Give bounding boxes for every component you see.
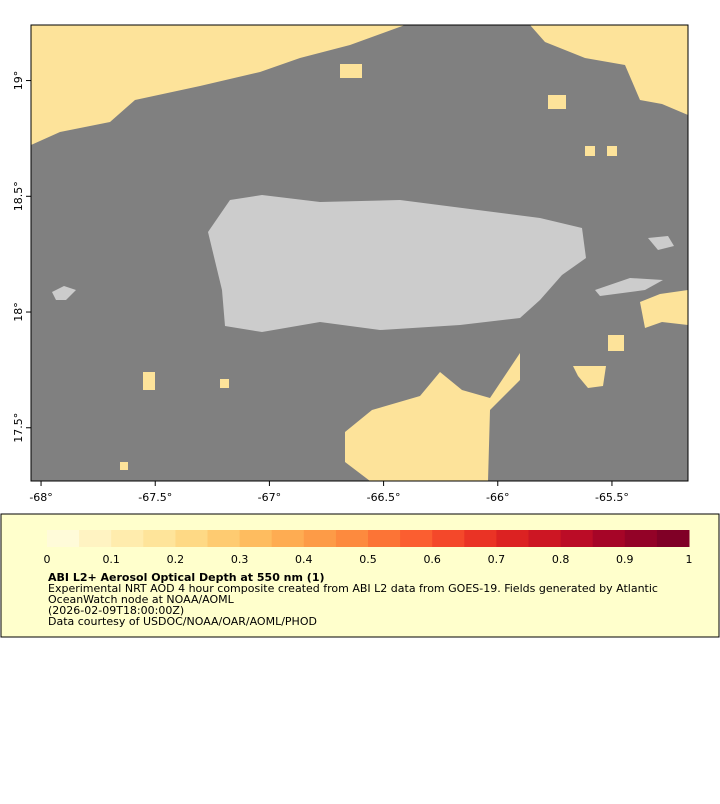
y-tick-label: 18.5°	[12, 181, 25, 211]
colorbar-tick-label: 0.9	[616, 553, 634, 566]
colorbar-swatch	[143, 530, 176, 547]
colorbar-swatch	[624, 530, 658, 547]
colorbar-swatch	[528, 530, 562, 547]
aerosol-patch	[640, 290, 688, 328]
colorbar-tick-label: 0.7	[488, 553, 506, 566]
axes: -68° -67.5° -67° -66.5° -66° -65.5° 17.5° 18° 18…	[12, 71, 629, 504]
aerosol-patch	[608, 335, 624, 351]
colorbar-swatch	[656, 530, 690, 547]
aerosol-patch	[31, 25, 405, 145]
aerosol-patch	[143, 372, 155, 390]
aerosol-patch	[345, 353, 520, 481]
x-tick-label: -66°	[486, 491, 509, 504]
caption-line: (2026-02-09T18:00:00Z)	[48, 604, 184, 617]
y-tick-label: 19°	[12, 71, 25, 91]
colorbar-swatch	[592, 530, 626, 547]
colorbar-swatch	[111, 530, 144, 547]
x-tick-label: -68°	[29, 491, 52, 504]
island	[595, 278, 663, 296]
aerosol-patch	[340, 64, 362, 78]
colorbar-swatch	[335, 530, 369, 547]
aerosol-patches	[31, 25, 688, 481]
x-tick-label: -67.5°	[138, 491, 172, 504]
colorbar-swatch	[303, 530, 337, 547]
caption-line: OceanWatch node at NOAA/AOML	[48, 593, 235, 606]
colorbar-swatch	[464, 530, 497, 547]
colorbar-tick-label: 0.8	[552, 553, 570, 566]
aerosol-patch	[573, 366, 606, 388]
x-tick-label: -67°	[258, 491, 281, 504]
colorbar-swatch	[368, 530, 401, 547]
colorbar-swatch	[207, 530, 241, 547]
colorbar-swatch	[496, 530, 529, 547]
colorbar-tick-label: 0.3	[231, 553, 249, 566]
colorbar-tick-label: 0.4	[295, 553, 313, 566]
island	[52, 286, 76, 300]
aerosol-patch	[530, 25, 688, 115]
map-frame	[30, 24, 689, 482]
colorbar-tick-label: 0.1	[102, 553, 120, 566]
aerosol-patch	[585, 146, 595, 156]
colorbar-swatch	[560, 530, 594, 547]
land	[52, 195, 674, 332]
colorbar-tick-label: 0.5	[359, 553, 377, 566]
colorbar-swatch	[271, 530, 305, 547]
caption: Experimental NRT AOD 4 hour composite cr…	[48, 582, 658, 628]
colorbar-swatch	[175, 530, 208, 547]
colorbar-swatch	[47, 530, 80, 547]
island	[208, 195, 586, 332]
island	[648, 236, 674, 250]
colorbar-swatch	[239, 530, 273, 547]
colorbar-swatch	[79, 530, 112, 547]
aerosol-patch	[220, 379, 229, 388]
aerosol-patch	[607, 146, 617, 156]
y-tick-label: 18°	[12, 302, 25, 322]
colorbar-swatch	[400, 530, 433, 547]
caption-line: Experimental NRT AOD 4 hour composite cr…	[48, 582, 658, 595]
colorbar-swatch	[432, 530, 465, 547]
caption-title: ABI L2+ Aerosol Optical Depth at 550 nm …	[48, 571, 325, 584]
colorbar-tick-label: 1	[686, 553, 693, 566]
aerosol-patch	[120, 462, 128, 470]
colorbar-tick-label: 0.6	[423, 553, 441, 566]
colorbar-tick-label: 0.2	[167, 553, 185, 566]
colorbar: 0 0.1 0.2 0.3 0.4 0.5 0.6 0.7 0.8 0.9 1	[44, 530, 693, 566]
x-tick-label: -66.5°	[367, 491, 401, 504]
caption-line: Data courtesy of USDOC/NOAA/OAR/AOML/PHO…	[48, 615, 317, 628]
x-tick-label: -65.5°	[595, 491, 629, 504]
aerosol-patch	[548, 95, 566, 109]
colorbar-tick-label: 0	[44, 553, 51, 566]
y-tick-label: 17.5°	[12, 413, 25, 443]
